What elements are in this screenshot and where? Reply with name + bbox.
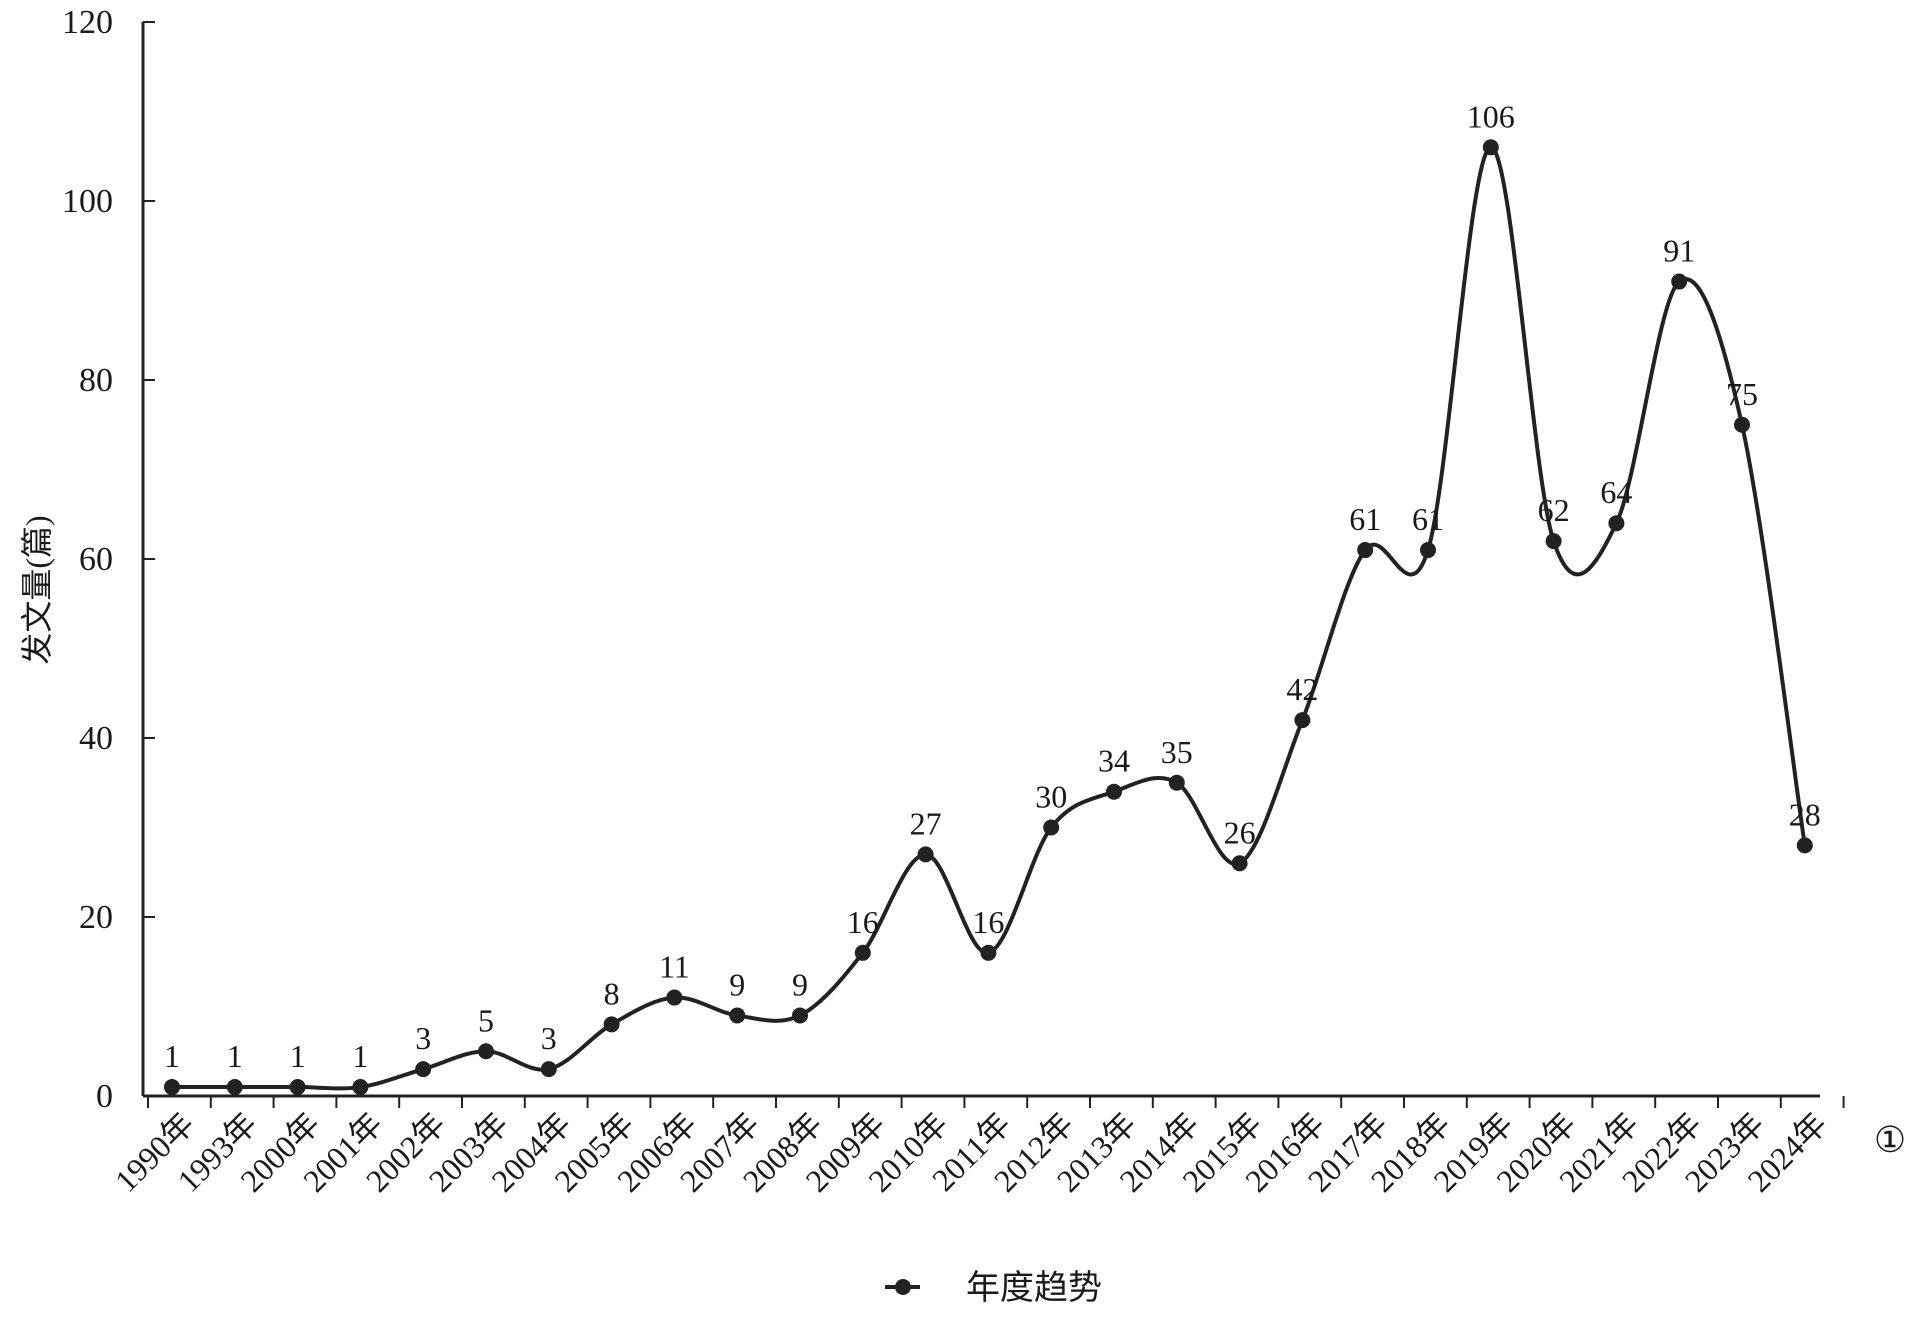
y-tick-label: 80 [79, 362, 113, 399]
legend-label: 年度趋势 [966, 1269, 1102, 1307]
data-label: 9 [729, 966, 745, 1002]
data-label: 62 [1538, 492, 1570, 528]
data-label: 1 [227, 1038, 243, 1074]
data-label: 26 [1224, 814, 1256, 850]
data-point [540, 1061, 557, 1078]
data-label: 1 [290, 1038, 306, 1074]
data-point [729, 1007, 746, 1024]
data-point [917, 846, 934, 863]
data-label: 9 [792, 966, 808, 1002]
y-tick-label: 120 [62, 4, 113, 41]
data-points [164, 139, 1813, 1096]
data-point [792, 1007, 808, 1024]
data-label: 61 [1412, 501, 1444, 537]
data-label: 64 [1600, 474, 1632, 510]
data-point [1734, 416, 1750, 433]
data-point [352, 1079, 369, 1096]
data-point [1231, 855, 1248, 872]
data-label: 91 [1663, 233, 1695, 269]
data-point [289, 1079, 306, 1096]
data-label: 1 [164, 1038, 180, 1074]
data-label: 27 [910, 805, 942, 841]
data-point [226, 1079, 243, 1096]
y-axis-label: 发文量(篇) [19, 515, 55, 664]
data-label: 34 [1098, 743, 1130, 779]
data-point [1294, 712, 1311, 729]
data-label: 42 [1286, 671, 1318, 707]
data-point [1796, 837, 1813, 854]
data-label: 5 [478, 1002, 494, 1038]
data-label: 16 [847, 904, 879, 940]
data-label: 75 [1726, 376, 1758, 412]
y-tick-label: 100 [62, 183, 113, 220]
data-point [603, 1016, 620, 1033]
data-point [1168, 774, 1185, 791]
y-tick-label: 20 [79, 899, 113, 936]
legend-marker [895, 1279, 911, 1295]
data-point [1545, 533, 1562, 550]
data-label: 30 [1035, 779, 1067, 815]
data-label: 3 [541, 1020, 557, 1056]
data-point [1482, 139, 1499, 156]
data-label: 3 [415, 1020, 431, 1056]
data-point [1671, 273, 1688, 290]
data-label: 8 [604, 975, 620, 1011]
panel-number-mark: ① [1874, 1120, 1906, 1160]
legend: 年度趋势 [885, 1269, 1102, 1307]
data-point [1043, 819, 1060, 836]
y-tick-label: 40 [79, 720, 113, 757]
data-label: 106 [1467, 98, 1515, 134]
data-label: 1 [352, 1038, 368, 1074]
y-tick-label: 60 [79, 541, 113, 578]
data-point [478, 1043, 494, 1060]
y-tick-label: 0 [96, 1078, 113, 1115]
data-point [854, 944, 871, 961]
data-point [415, 1061, 432, 1078]
data-point [1357, 542, 1374, 559]
data-label: 11 [659, 949, 690, 985]
data-label: 28 [1789, 796, 1821, 832]
data-point [164, 1079, 180, 1096]
data-point [1608, 515, 1625, 532]
data-label: 35 [1161, 734, 1193, 770]
data-point [1420, 542, 1436, 559]
y-axis-ticks: 0 20 40 60 80 100 120 [62, 4, 155, 1115]
data-point [1106, 783, 1122, 800]
x-axis-ticks: 1990年1993年2000年2001年2002年2003年2004年2005年… [108, 1096, 1845, 1199]
data-point [980, 944, 997, 961]
data-label: 61 [1349, 501, 1381, 537]
data-label: 16 [972, 904, 1004, 940]
data-point [666, 989, 683, 1006]
